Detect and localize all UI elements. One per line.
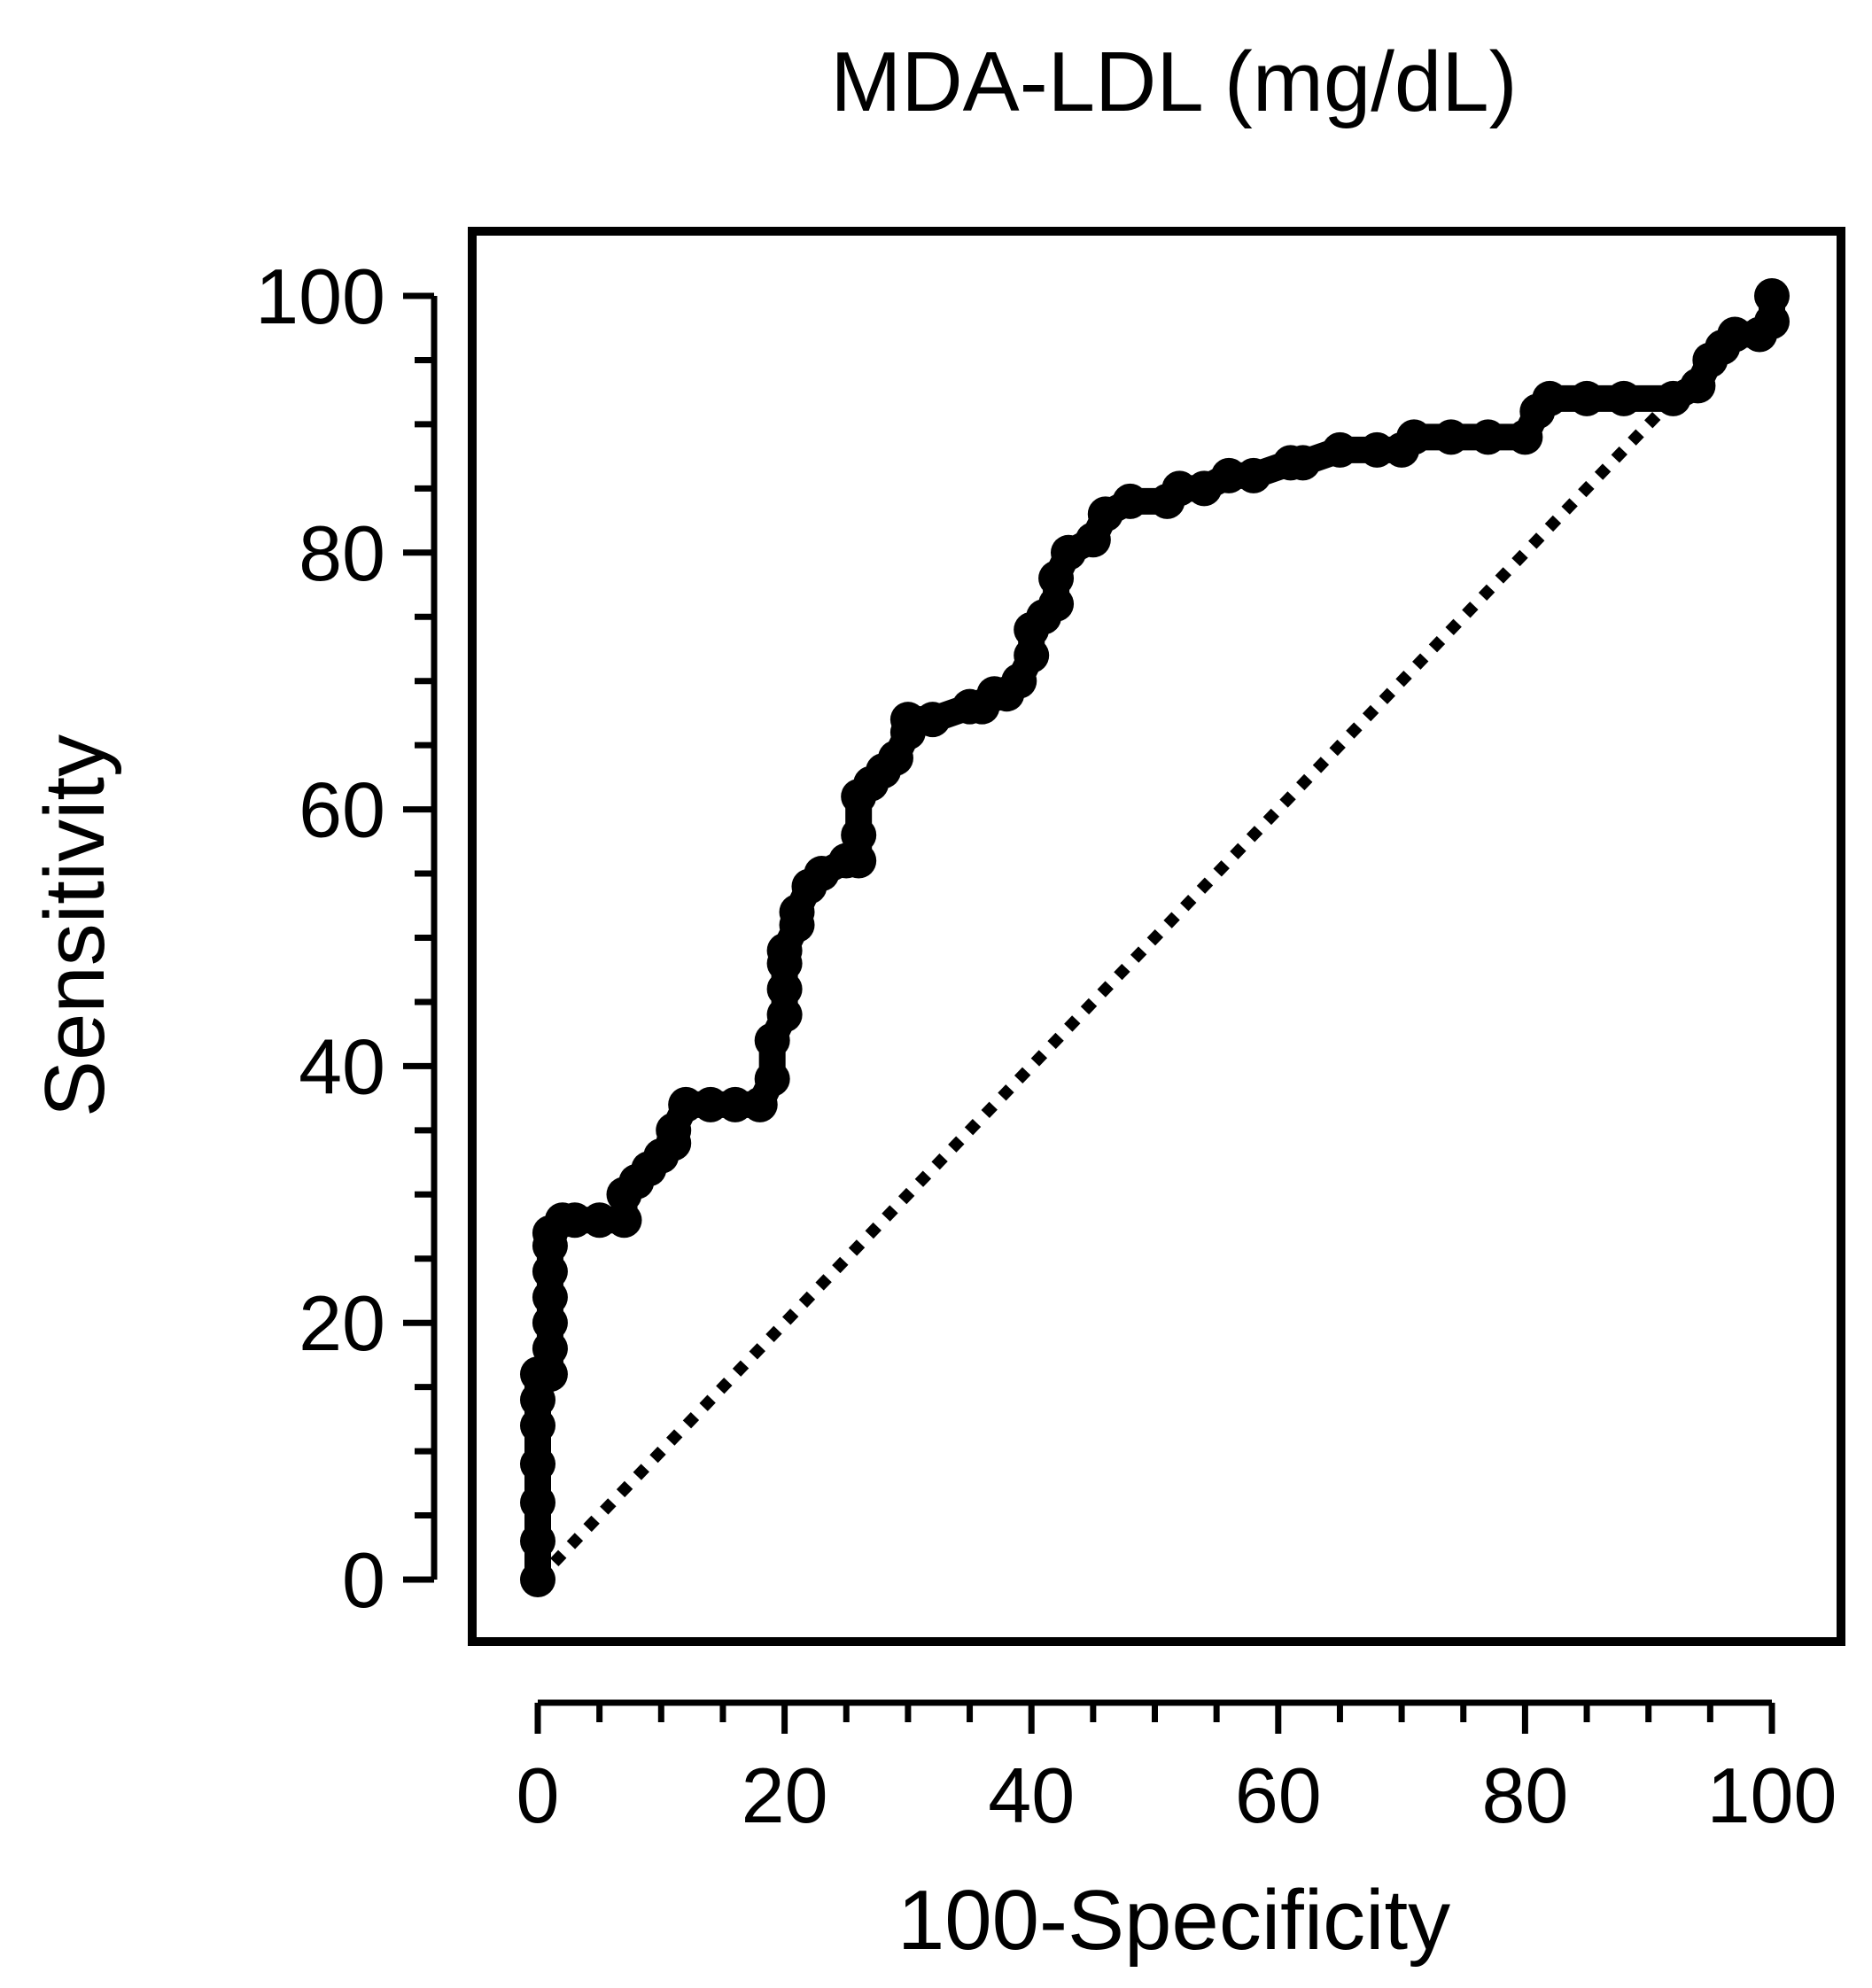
y-tick-label: 40 bbox=[299, 1022, 385, 1110]
roc-point bbox=[520, 1408, 555, 1444]
chart-title: MDA-LDL (mg/dL) bbox=[830, 35, 1517, 129]
roc-point bbox=[532, 1254, 568, 1290]
roc-point bbox=[1717, 316, 1753, 353]
roc-point bbox=[520, 1446, 555, 1482]
roc-point bbox=[1754, 303, 1790, 339]
roc-point bbox=[717, 1086, 753, 1122]
roc-point bbox=[1235, 457, 1271, 493]
roc-point bbox=[606, 1202, 642, 1239]
roc-point bbox=[1014, 637, 1050, 673]
roc-point bbox=[1569, 380, 1605, 416]
roc-point bbox=[1359, 431, 1395, 468]
roc-point bbox=[766, 971, 803, 1007]
y-axis-title: Sensitivity bbox=[27, 734, 122, 1117]
roc-point bbox=[1396, 419, 1433, 455]
roc-point bbox=[841, 817, 877, 853]
x-tick-label: 40 bbox=[988, 1751, 1075, 1839]
roc-point bbox=[1211, 457, 1247, 493]
y-tick-label: 80 bbox=[299, 509, 385, 597]
roc-point bbox=[1433, 419, 1469, 455]
roc-point bbox=[532, 1331, 568, 1367]
roc-point bbox=[1470, 419, 1506, 455]
y-tick-label: 60 bbox=[299, 766, 385, 854]
x-axis: 0 20 40 60 80 100 bbox=[517, 1699, 1837, 1839]
roc-point bbox=[532, 1305, 568, 1341]
y-tick-label: 100 bbox=[255, 252, 385, 340]
x-tick-label: 60 bbox=[1235, 1751, 1322, 1839]
roc-point bbox=[520, 1523, 555, 1559]
roc-point bbox=[668, 1086, 704, 1122]
roc-point bbox=[1322, 431, 1358, 468]
y-tick-label: 20 bbox=[299, 1279, 385, 1367]
roc-point bbox=[1285, 445, 1321, 481]
roc-point bbox=[766, 997, 803, 1033]
series-layer bbox=[520, 278, 1790, 1597]
plot-frame bbox=[468, 227, 1845, 1646]
roc-point bbox=[1161, 470, 1198, 507]
roc-point bbox=[1754, 278, 1790, 314]
y-tick-label: 0 bbox=[342, 1536, 385, 1624]
roc-point bbox=[889, 702, 926, 738]
roc-point bbox=[532, 1356, 568, 1393]
roc-point bbox=[914, 702, 951, 738]
roc-point bbox=[754, 1060, 790, 1097]
x-tick-label: 80 bbox=[1481, 1751, 1568, 1839]
y-axis: 0 20 40 60 80 100 bbox=[255, 252, 438, 1624]
x-axis-title: 100-Specificity bbox=[897, 1873, 1450, 1968]
roc-point bbox=[520, 1485, 555, 1521]
reference-line bbox=[533, 394, 1678, 1584]
roc-point bbox=[1605, 380, 1642, 416]
roc-point bbox=[1112, 483, 1148, 519]
roc-point bbox=[581, 1202, 618, 1239]
x-tick-label: 100 bbox=[1707, 1751, 1837, 1839]
roc-point bbox=[1038, 586, 1075, 622]
x-tick-label: 20 bbox=[742, 1751, 828, 1839]
x-tick-label: 0 bbox=[517, 1751, 560, 1839]
roc-point bbox=[1532, 380, 1568, 416]
roc-point bbox=[532, 1279, 568, 1316]
roc-point bbox=[693, 1086, 729, 1122]
roc-point bbox=[520, 1562, 555, 1597]
roc-point bbox=[556, 1202, 593, 1239]
roc-point bbox=[841, 843, 877, 879]
